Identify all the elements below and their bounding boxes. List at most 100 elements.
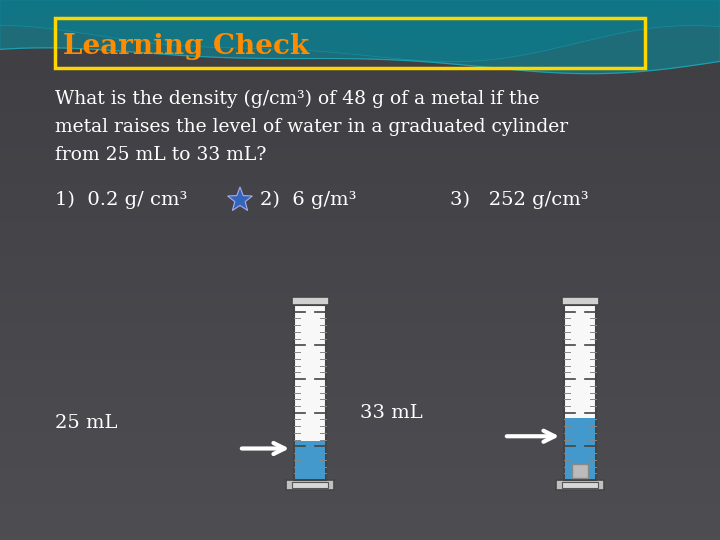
Bar xyxy=(0,49,720,54)
Bar xyxy=(0,157,720,162)
Bar xyxy=(0,440,720,445)
Bar xyxy=(0,260,720,266)
Bar xyxy=(0,57,720,63)
Bar xyxy=(0,44,720,50)
Bar xyxy=(55,18,645,68)
Bar xyxy=(0,525,720,531)
Bar xyxy=(0,431,720,436)
Bar xyxy=(0,377,720,382)
Bar xyxy=(0,17,720,23)
Bar xyxy=(0,12,720,18)
Bar xyxy=(0,494,720,500)
Bar xyxy=(0,454,720,459)
Bar xyxy=(0,305,720,310)
Bar xyxy=(0,476,720,482)
Bar xyxy=(0,138,720,144)
Bar xyxy=(0,327,720,333)
Text: 1)  0.2 g/ cm³: 1) 0.2 g/ cm³ xyxy=(55,191,187,209)
Bar xyxy=(0,417,720,423)
Bar xyxy=(0,287,720,293)
Bar xyxy=(0,292,720,297)
Bar xyxy=(0,197,720,202)
Bar xyxy=(0,498,720,504)
Bar xyxy=(0,323,720,328)
Bar xyxy=(0,341,720,347)
Bar xyxy=(0,30,720,36)
Bar xyxy=(0,111,720,117)
Bar xyxy=(0,386,720,391)
Bar xyxy=(0,427,720,432)
Bar xyxy=(0,435,720,441)
Bar xyxy=(0,269,720,274)
Bar xyxy=(0,521,720,526)
Bar xyxy=(0,120,720,126)
Bar xyxy=(0,89,720,94)
Bar xyxy=(556,480,604,490)
Bar xyxy=(0,296,720,301)
Bar xyxy=(0,215,720,220)
Bar xyxy=(294,305,326,480)
Bar xyxy=(0,206,720,212)
Bar xyxy=(0,80,720,85)
Bar xyxy=(286,480,334,490)
Bar xyxy=(0,98,720,104)
Text: What is the density (g/cm³) of 48 g of a metal if the: What is the density (g/cm³) of 48 g of a… xyxy=(55,90,539,108)
Bar xyxy=(0,314,720,320)
Bar xyxy=(0,179,720,185)
Bar xyxy=(0,84,720,90)
Bar xyxy=(0,66,720,72)
Text: Learning Check: Learning Check xyxy=(63,33,309,60)
Bar xyxy=(0,489,720,495)
Bar xyxy=(292,297,328,305)
Bar xyxy=(0,273,720,279)
Bar xyxy=(0,481,720,486)
Bar xyxy=(0,255,720,261)
Bar xyxy=(0,319,720,324)
Bar xyxy=(0,152,720,158)
Bar xyxy=(0,125,720,131)
Bar xyxy=(0,165,720,171)
Bar xyxy=(0,278,720,284)
Bar xyxy=(0,354,720,360)
Bar xyxy=(0,188,720,193)
Bar xyxy=(0,39,720,45)
Bar xyxy=(0,265,720,270)
Bar xyxy=(0,107,720,112)
Text: from 25 mL to 33 mL?: from 25 mL to 33 mL? xyxy=(55,146,266,164)
Bar xyxy=(0,309,720,315)
Bar xyxy=(564,305,596,480)
Bar xyxy=(565,418,595,479)
Bar xyxy=(0,471,720,477)
Bar xyxy=(0,363,720,369)
Bar xyxy=(0,346,720,351)
Bar xyxy=(0,373,720,378)
Bar xyxy=(0,449,720,455)
Text: 25 mL: 25 mL xyxy=(55,415,117,433)
Bar xyxy=(0,224,720,230)
Bar xyxy=(0,134,720,139)
Bar xyxy=(0,8,720,14)
Bar xyxy=(0,516,720,522)
Bar xyxy=(0,219,720,225)
Bar xyxy=(0,130,720,135)
Bar xyxy=(0,400,720,405)
Bar xyxy=(0,35,720,40)
Bar xyxy=(0,147,720,153)
Bar xyxy=(0,76,720,81)
Bar xyxy=(0,170,720,176)
Bar xyxy=(0,53,720,58)
Bar xyxy=(0,332,720,338)
Bar xyxy=(0,300,720,306)
Bar xyxy=(0,211,720,216)
Text: 3)   252 g/cm³: 3) 252 g/cm³ xyxy=(450,191,589,209)
Bar xyxy=(0,22,720,27)
Bar xyxy=(0,458,720,463)
Bar xyxy=(0,228,720,234)
Bar xyxy=(0,192,720,198)
Bar xyxy=(0,512,720,517)
Bar xyxy=(0,404,720,409)
Text: metal raises the level of water in a graduated cylinder: metal raises the level of water in a gra… xyxy=(55,118,568,136)
Bar xyxy=(0,3,720,9)
Bar xyxy=(0,503,720,509)
Bar xyxy=(0,422,720,428)
